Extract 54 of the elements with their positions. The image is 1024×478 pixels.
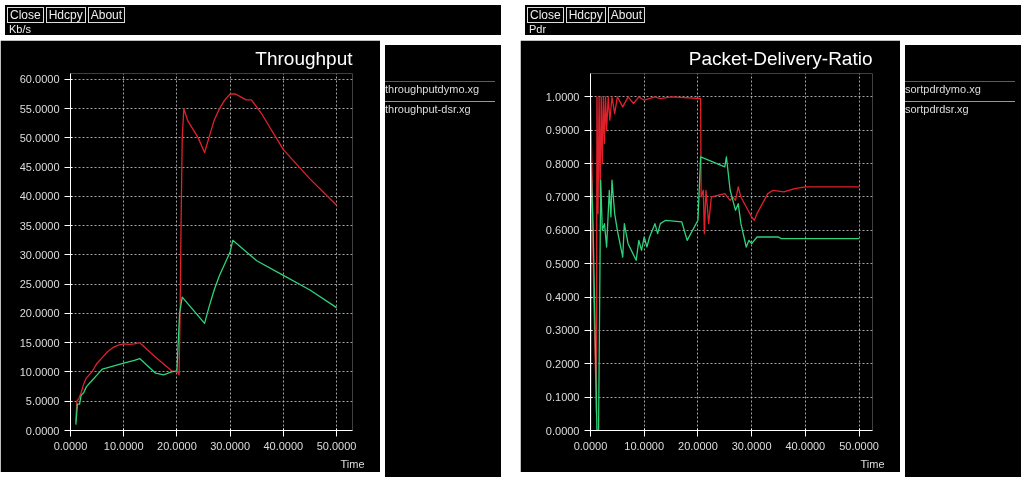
- y-tick-label: 50.0000: [19, 131, 60, 144]
- x-tick-label: 20.0000: [157, 439, 197, 452]
- y-tick-label: 0.0000: [545, 424, 580, 437]
- text: Hdcpy: [565, 7, 606, 23]
- x-tick-label: 50.0000: [839, 439, 879, 452]
- y-tick-label: 0.3000: [545, 324, 580, 337]
- text: About: [87, 7, 126, 23]
- y-tick-label: 45.0000: [19, 161, 60, 174]
- x-tick-label: 10.0000: [624, 439, 665, 452]
- y-tick-label: 25.0000: [19, 278, 60, 291]
- y-tick-label: 0.9000: [545, 124, 580, 137]
- y-tick-label: 55.0000: [19, 102, 60, 115]
- y-tick-label: 40.0000: [19, 190, 60, 203]
- x-tick-label: 0.0000: [573, 439, 608, 452]
- x-tick-label: 20.0000: [678, 439, 718, 452]
- y-tick-label: 0.8000: [545, 157, 580, 170]
- y-tick-label: 0.5000: [545, 257, 580, 270]
- text: throughput-dsr.xg: [385, 100, 495, 118]
- text: throughputdymo.xg: [385, 81, 495, 98]
- y-tick-label: 30.0000: [19, 248, 60, 261]
- y-tick-label: 35.0000: [19, 219, 60, 232]
- y-tick-label: 0.1000: [545, 391, 580, 404]
- x-tick-label: 10.0000: [103, 439, 144, 452]
- x-axis-title: Time: [860, 457, 885, 470]
- line-series: [75, 239, 338, 426]
- x-tick-label: 50.0000: [316, 439, 357, 452]
- text: About: [607, 7, 646, 23]
- x-tick-label: 30.0000: [731, 439, 772, 452]
- y-tick-label: 0.0000: [25, 424, 60, 437]
- y-tick-label: 1.0000: [545, 90, 580, 103]
- chart-title: Packet-Delivery-Ratio: [688, 47, 873, 69]
- text: Hdcpy: [45, 7, 86, 23]
- y-tick-label: 60.0000: [19, 73, 60, 86]
- x-tick-label: 30.0000: [210, 439, 251, 452]
- y-tick-label: 10.0000: [19, 365, 60, 378]
- x-tick-label: 40.0000: [785, 439, 826, 452]
- y-tick-label: 5.0000: [25, 395, 60, 408]
- y-tick-label: 0.4000: [545, 291, 580, 304]
- x-tick-label: 40.0000: [263, 439, 304, 452]
- y-tick-label: 15.0000: [19, 336, 60, 349]
- x-axis-title: Time: [340, 457, 365, 470]
- line-series: [75, 93, 338, 423]
- text: Close: [7, 7, 44, 23]
- x-tick-label: 0.0000: [53, 439, 88, 452]
- chart-title: Throughput: [255, 47, 354, 69]
- y-tick-label: 0.2000: [545, 357, 580, 370]
- y-tick-label: 20.0000: [19, 307, 60, 320]
- text: sortpdrdymo.xg: [905, 81, 1015, 98]
- text: sortpdrdsr.xg: [905, 100, 1015, 118]
- text: Close: [527, 7, 564, 23]
- y-axis-title: Kb/s: [9, 22, 32, 37]
- y-tick-label: 0.6000: [545, 224, 580, 237]
- y-axis-title: Pdr: [529, 22, 547, 37]
- y-tick-label: 0.7000: [545, 190, 580, 203]
